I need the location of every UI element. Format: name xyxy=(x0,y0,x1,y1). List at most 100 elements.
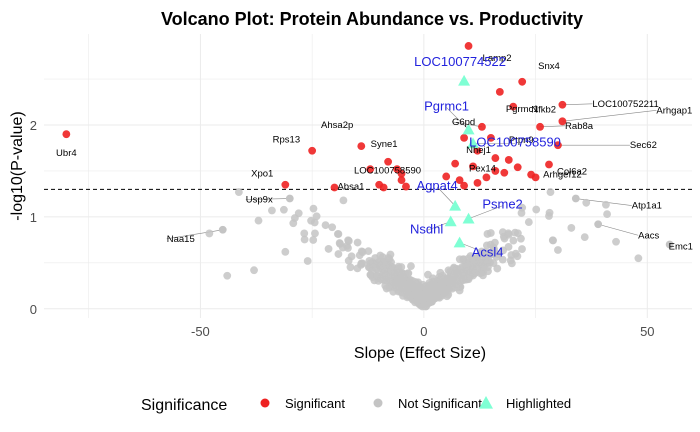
point-not-significant xyxy=(491,238,499,247)
point-highlighted xyxy=(462,212,475,224)
x-axis-title: Slope (Effect Size) xyxy=(354,345,486,362)
point-not-significant xyxy=(498,255,507,264)
point-not-significant xyxy=(554,246,562,254)
highlight-label: Nsdhl xyxy=(410,221,443,236)
point-label: Nfkb2 xyxy=(531,105,556,116)
highlight-label: Psme2 xyxy=(482,197,522,212)
point-not-significant xyxy=(444,278,453,287)
y-tick-label: 1 xyxy=(30,210,37,225)
legend-significant-icon xyxy=(260,398,270,408)
point-label: Usp9x xyxy=(246,195,273,206)
point-not-significant xyxy=(312,212,321,221)
point-not-significant xyxy=(504,242,513,251)
label-connector xyxy=(245,198,290,200)
point-not-significant xyxy=(509,236,518,245)
point-not-significant xyxy=(456,265,465,273)
point-not-significant xyxy=(372,272,381,280)
point-significant xyxy=(460,181,468,190)
point-significant xyxy=(491,167,500,175)
legend-label: Highlighted xyxy=(506,396,571,411)
point-not-significant xyxy=(333,230,342,238)
point-highlighted xyxy=(458,74,471,86)
point-not-significant xyxy=(285,194,294,203)
point-significant xyxy=(491,154,500,162)
point-not-significant xyxy=(344,256,353,265)
point-not-significant xyxy=(603,210,611,219)
point-not-significant xyxy=(665,240,674,249)
point-not-significant xyxy=(437,279,446,288)
label-connector xyxy=(446,107,469,130)
point-label: Rab8a xyxy=(565,121,594,132)
point-not-significant xyxy=(549,236,557,245)
point-not-significant xyxy=(436,268,445,277)
point-not-significant xyxy=(218,225,227,234)
point-not-significant xyxy=(404,280,412,288)
point-significant xyxy=(357,142,366,151)
point-significant xyxy=(513,163,522,172)
point-not-significant xyxy=(364,247,373,256)
point-not-significant xyxy=(455,286,464,295)
point-not-significant xyxy=(300,235,309,244)
point-significant xyxy=(558,117,567,126)
point-not-significant xyxy=(485,248,494,257)
point-not-significant xyxy=(387,266,396,274)
point-significant xyxy=(379,183,388,192)
x-tick-label: -50 xyxy=(191,324,210,339)
point-not-significant xyxy=(307,216,315,225)
point-significant xyxy=(397,176,406,185)
point-not-significant xyxy=(428,281,437,290)
point-highlighted xyxy=(453,236,466,248)
point-not-significant xyxy=(546,188,555,196)
point-not-significant xyxy=(394,264,403,273)
point-label: Xpo1 xyxy=(251,169,273,180)
point-not-significant xyxy=(380,273,388,282)
point-not-significant xyxy=(268,206,276,215)
point-label: Aacs xyxy=(638,230,659,241)
point-label: Rps13 xyxy=(273,135,300,146)
point-not-significant xyxy=(504,230,513,239)
point-significant xyxy=(500,168,509,177)
point-not-significant xyxy=(344,236,353,245)
point-not-significant xyxy=(493,264,502,273)
x-tick-label: 0 xyxy=(420,324,427,339)
point-not-significant xyxy=(443,287,452,296)
point-not-significant xyxy=(462,262,471,271)
point-not-significant xyxy=(223,271,232,280)
point-label: Ahsa2p xyxy=(321,120,353,131)
point-significant xyxy=(442,172,451,181)
point-not-significant xyxy=(357,247,366,256)
point-label: LOC100758590 xyxy=(354,166,421,177)
highlight-label: Pgrmc1 xyxy=(424,99,469,114)
legend-not-significant-icon xyxy=(373,398,383,408)
point-not-significant xyxy=(378,264,387,272)
point-label: Syne1 xyxy=(371,139,398,150)
point-not-significant xyxy=(205,229,214,238)
point-significant xyxy=(62,130,71,139)
point-not-significant xyxy=(376,251,385,260)
point-not-significant xyxy=(421,294,429,302)
point-label: LOC100752211 xyxy=(592,99,658,110)
point-label: Emc1 xyxy=(669,241,693,252)
point-significant xyxy=(281,180,290,189)
point-label: Atp1a1 xyxy=(632,201,662,212)
point-significant xyxy=(509,102,518,111)
x-tick-label: 50 xyxy=(640,324,654,339)
point-not-significant xyxy=(413,294,422,303)
point-not-significant xyxy=(532,205,541,214)
point-label: Absa1 xyxy=(337,181,364,192)
point-highlighted xyxy=(462,123,475,135)
point-not-significant xyxy=(492,252,501,261)
point-significant xyxy=(384,157,393,166)
point-significant xyxy=(402,182,410,191)
point-label: Col6a2 xyxy=(557,167,587,178)
point-label: Snx4 xyxy=(538,61,560,72)
label-connector xyxy=(436,186,456,207)
label-connector xyxy=(562,110,657,122)
point-not-significant xyxy=(518,203,527,212)
point-label: Ubr4 xyxy=(56,148,77,159)
point-not-significant xyxy=(594,220,603,229)
point-significant xyxy=(478,122,486,131)
point-label: Sec62 xyxy=(630,140,657,151)
point-not-significant xyxy=(281,247,290,256)
point-significant xyxy=(482,173,491,182)
